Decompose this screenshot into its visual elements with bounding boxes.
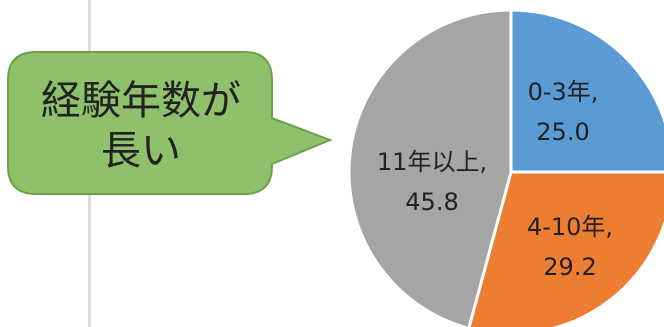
slice-label-category: 4-10年, xyxy=(527,213,613,241)
pie-slice-4-10年 xyxy=(467,170,664,327)
pie-slice-11年以上 xyxy=(347,8,513,327)
slice-label-11年以上: 11年以上, 45.8 xyxy=(377,148,487,216)
slice-label-category: 0-3年, xyxy=(528,78,599,106)
slice-label-category: 11年以上, xyxy=(377,148,487,176)
callout-text: 経験年数が 長い xyxy=(10,60,272,192)
callout-line-2: 長い xyxy=(101,128,181,174)
slice-label-value: 25.0 xyxy=(536,118,589,146)
slice-label-value: 45.8 xyxy=(405,188,458,216)
slice-label-4-10年: 4-10年, 29.2 xyxy=(527,213,613,281)
pie-slice-0-3年 xyxy=(509,8,664,174)
slice-label-value: 29.2 xyxy=(543,253,596,281)
callout-bubble xyxy=(7,51,333,195)
slice-label-0-3年: 0-3年, 25.0 xyxy=(528,78,599,146)
callout-line-1: 経験年数が xyxy=(41,78,241,124)
